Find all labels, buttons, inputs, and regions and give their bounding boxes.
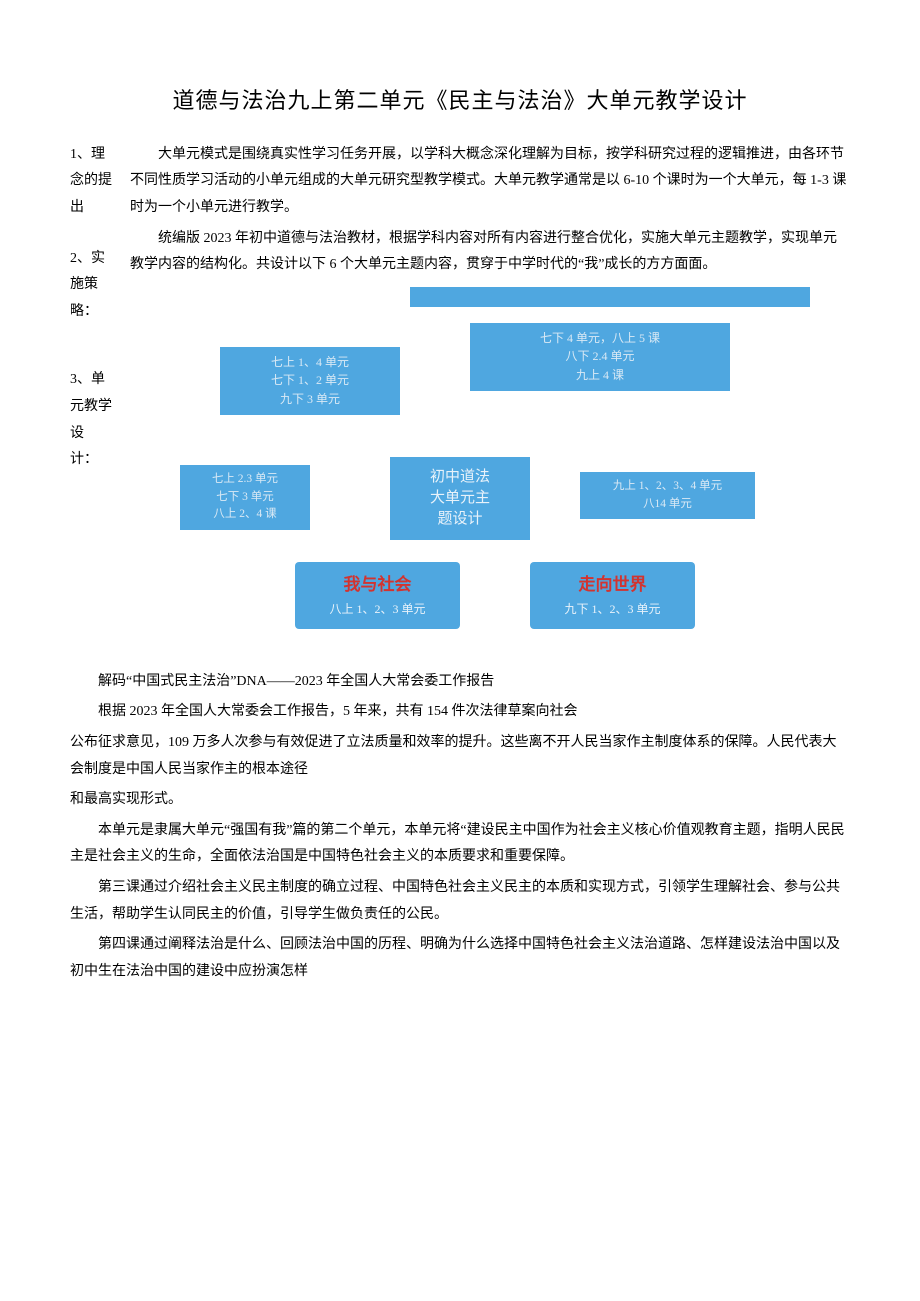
after-p4: 和最高实现形式。 bbox=[70, 787, 850, 814]
diagram-block-right-top: 七下 4 单元，八上 5 课 八下 2.4 单元 九上 4 课 bbox=[470, 323, 730, 391]
diagram-block-left-mid: 七上 2.3 单元 七下 3 单元 八上 2、4 课 bbox=[180, 465, 310, 530]
intro-para-1: 大单元模式是围绕真实性学习任务开展，以学科大概念深化理解为目标，按学科研究过程的… bbox=[130, 142, 850, 222]
lg1-l3: 出 bbox=[70, 195, 130, 222]
main-layout: 1、理 念的提 出 2、实 施策 略： 3、单 元教学 设 计： 大单元模式是围… bbox=[70, 142, 850, 669]
after-diagram-section: 解码“中国式民主法治”DNA——2023 年全国人大常会委工作报告 根据 202… bbox=[70, 669, 850, 986]
rt-l3: 九上 4 课 bbox=[480, 366, 720, 385]
lg2-l1: 2、实 bbox=[70, 246, 130, 273]
lg3-l2: 元教学 bbox=[70, 394, 130, 421]
lt-l3: 九下 3 单元 bbox=[230, 390, 390, 409]
lt-l2: 七下 1、2 单元 bbox=[230, 371, 390, 390]
lg2-l2: 施策 bbox=[70, 272, 130, 299]
lg1-l1: 1、理 bbox=[70, 142, 130, 169]
diagram-block-center: 初中道法 大单元主 题设计 bbox=[390, 457, 530, 540]
intro-para-2: 统编版 2023 年初中道德与法治教材，根据学科内容对所有内容进行整合优化，实施… bbox=[130, 226, 850, 279]
after-p1: 解码“中国式民主法治”DNA——2023 年全国人大常会委工作报告 bbox=[70, 669, 850, 696]
left-group-2: 2、实 施策 略： bbox=[70, 246, 130, 326]
lg1-l2: 念的提 bbox=[70, 168, 130, 195]
diagram-block-left-top: 七上 1、4 单元 七下 1、2 单元 九下 3 单元 bbox=[220, 347, 400, 415]
unit-diagram: 七下 4 单元，八上 5 课 八下 2.4 单元 九上 4 课 七上 1、4 单… bbox=[130, 287, 850, 657]
br-sub: 九下 1、2、3 单元 bbox=[540, 600, 685, 619]
lg3-l4: 计： bbox=[70, 447, 130, 474]
lt-l1: 七上 1、4 单元 bbox=[230, 353, 390, 372]
after-p3: 公布征求意见，109 万多人次参与有效促进了立法质量和效率的提升。这些离不开人民… bbox=[70, 730, 850, 783]
diagram-block-bottom-left: 我与社会 八上 1、2、3 单元 bbox=[295, 562, 460, 629]
lg3-l3: 设 bbox=[70, 421, 130, 448]
after-p5: 本单元是隶属大单元“强国有我”篇的第二个单元，本单元将“建设民主中国作为社会主义… bbox=[70, 818, 850, 871]
lm-l1: 七上 2.3 单元 bbox=[190, 471, 300, 489]
lm-l2: 七下 3 单元 bbox=[190, 489, 300, 507]
after-p7: 第四课通过阐释法治是什么、回顾法治中国的历程、明确为什么选择中国特色社会主义法治… bbox=[70, 932, 850, 985]
bl-title: 我与社会 bbox=[305, 572, 450, 598]
lm-l3: 八上 2、4 课 bbox=[190, 506, 300, 524]
after-p6: 第三课通过介绍社会主义民主制度的确立过程、中国特色社会主义民主的本质和实现方式，… bbox=[70, 875, 850, 928]
rt-l1: 七下 4 单元，八上 5 课 bbox=[480, 329, 720, 348]
after-p2: 根据 2023 年全国人大常委会工作报告，5 年来，共有 154 件次法律草案向… bbox=[70, 699, 850, 726]
left-group-3: 3、单 元教学 设 计： bbox=[70, 367, 130, 473]
left-group-1: 1、理 念的提 出 bbox=[70, 142, 130, 222]
doc-title: 道德与法治九上第二单元《民主与法治》大单元教学设计 bbox=[70, 80, 850, 122]
diagram-block-right-mid: 九上 1、2、3、4 单元 八14 单元 bbox=[580, 472, 755, 520]
c-l1: 初中道法 bbox=[400, 467, 520, 488]
c-l3: 题设计 bbox=[400, 509, 520, 530]
lg2-l3: 略： bbox=[70, 299, 130, 326]
right-column: 大单元模式是围绕真实性学习任务开展，以学科大概念深化理解为目标，按学科研究过程的… bbox=[130, 142, 850, 669]
c-l2: 大单元主 bbox=[400, 488, 520, 509]
bl-sub: 八上 1、2、3 单元 bbox=[305, 600, 450, 619]
diagram-block-bottom-right: 走向世界 九下 1、2、3 单元 bbox=[530, 562, 695, 629]
rm-l2: 八14 单元 bbox=[590, 496, 745, 514]
rm-l1: 九上 1、2、3、4 单元 bbox=[590, 478, 745, 496]
br-title: 走向世界 bbox=[540, 572, 685, 598]
left-column: 1、理 念的提 出 2、实 施策 略： 3、单 元教学 设 计： bbox=[70, 142, 130, 669]
diagram-topbar bbox=[410, 287, 810, 307]
lg3-l1: 3、单 bbox=[70, 367, 130, 394]
rt-l2: 八下 2.4 单元 bbox=[480, 347, 720, 366]
